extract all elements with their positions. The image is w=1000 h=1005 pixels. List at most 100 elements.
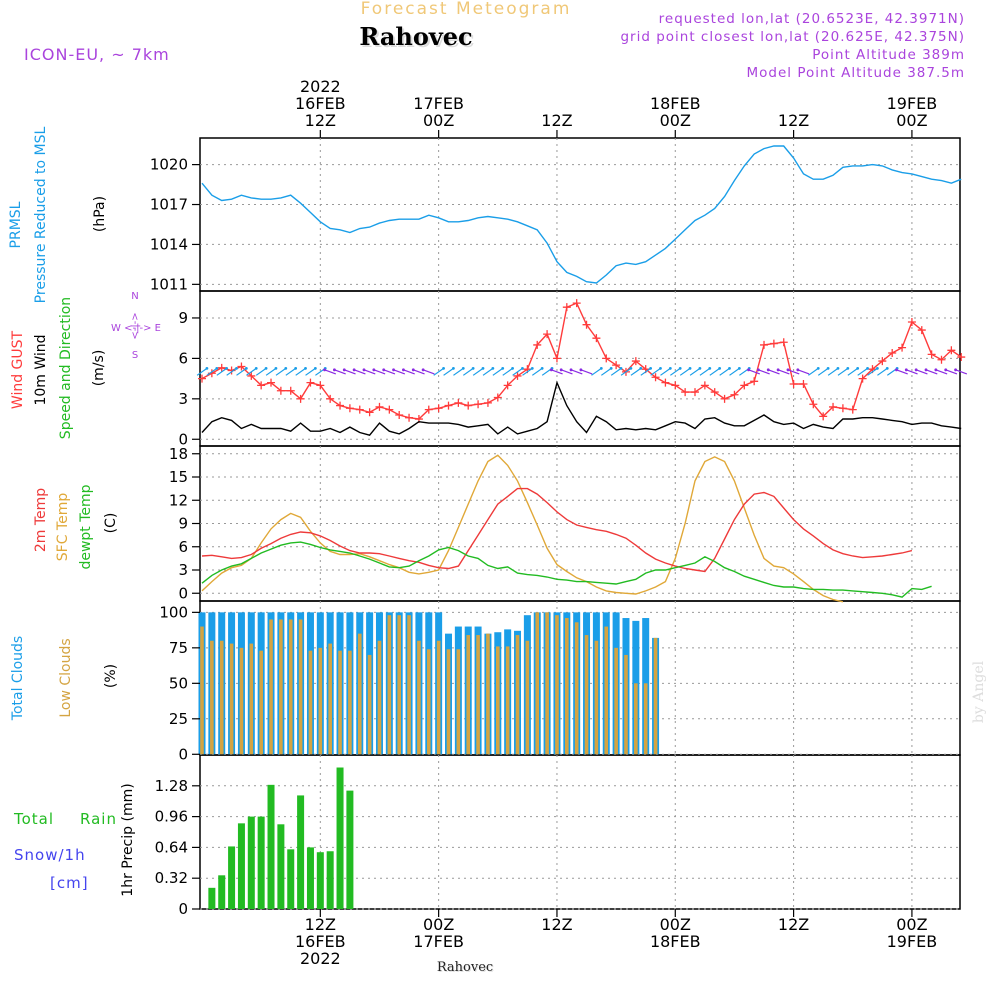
gust-marker (355, 405, 364, 414)
compass-south: S (132, 350, 138, 361)
requested-coords: requested lon,lat (20.6523E, 42.3971N) (659, 11, 965, 27)
wind-direction-arrow (847, 367, 859, 376)
wind-direction-arrow (591, 367, 602, 376)
rain-bar (306, 847, 314, 909)
wind-direction-arrow (699, 367, 711, 376)
rain-bar (297, 795, 305, 909)
low-cloud-bar (249, 643, 254, 755)
rain-bar (316, 852, 324, 909)
temp-2m-line (201, 487, 913, 573)
wind-arrow-head (501, 367, 505, 370)
wind-direction-arrow (531, 367, 543, 376)
gust-marker (543, 330, 552, 339)
bottom-date-label: 16FEB (295, 932, 346, 951)
wind-arrow-head (599, 367, 603, 370)
gust-marker (316, 381, 325, 390)
wind-arrow-head (688, 367, 692, 370)
low-cloud-bar (338, 650, 342, 755)
rain-bar (208, 887, 216, 909)
gust-marker (927, 350, 936, 359)
rain-bar (237, 823, 245, 909)
pressure-label-1: PRMSL (8, 201, 24, 248)
wind-direction-arrow (570, 369, 583, 375)
wind-direction-arrow (403, 369, 415, 375)
low-cloud-bar (574, 622, 579, 755)
pressure-unit: (hPa) (92, 196, 108, 232)
wind-direction-arrow (768, 369, 780, 375)
wind-arrow-head (826, 367, 830, 370)
clouds-ytick-label: 75 (169, 639, 188, 657)
wind-arrow-head (856, 367, 860, 370)
low-cloud-bar (426, 649, 431, 755)
gust-marker (878, 357, 887, 366)
gust-marker (513, 371, 522, 380)
wind-direction-arrow (275, 367, 287, 376)
wind-direction-arrow (246, 367, 257, 376)
gust-marker (306, 378, 315, 387)
wind-arrow-head (579, 368, 583, 372)
rain-bar (336, 767, 344, 909)
wind-arrow-head (244, 367, 248, 370)
rain-bar (277, 824, 285, 909)
gust-marker (819, 412, 828, 421)
rain-bar (228, 846, 236, 909)
wind-arrow-head (668, 367, 672, 370)
temp-dew-label: dewpt Temp (78, 484, 94, 569)
wind-arrow-head (402, 368, 405, 372)
top-hour-label: 12Z (778, 111, 809, 130)
gust-marker (296, 394, 305, 403)
wind-speed-line (201, 380, 962, 436)
top-hour-label: 12Z (541, 111, 572, 130)
pressure-ytick-label: 1017 (150, 196, 188, 214)
wind-arrow-head (452, 367, 455, 370)
bottom-date-label: 19FEB (887, 932, 938, 951)
wind-direction-arrow (482, 367, 494, 376)
footer-location-shadow: Rahovec (438, 961, 494, 976)
gust-marker (957, 353, 966, 362)
low-cloud-bar (348, 650, 352, 755)
footer-location: Rahovec (437, 960, 493, 975)
low-cloud-bar (653, 637, 658, 755)
wind-ytick-label: 0 (178, 430, 188, 448)
wind-direction-arrow (857, 367, 868, 376)
temp-sfc-label: SFC Temp (55, 493, 71, 562)
model-label: ICON-EU, ~ 7km (24, 45, 170, 64)
top-date-label: 19FEB (887, 94, 938, 113)
wind-direction-arrow (817, 367, 829, 376)
low-cloud-bar (505, 646, 510, 755)
pressure-label-2: Pressure Reduced to MSL (33, 126, 49, 303)
pressure-panel (199, 137, 961, 292)
axis-ticks: 1011101410171020036903691215180255075100… (150, 77, 937, 968)
gust-marker (572, 299, 581, 308)
wind-arrow-head (491, 367, 495, 370)
gust-marker (464, 401, 473, 410)
wind-direction-arrow (492, 367, 504, 376)
temp-ytick-label: 9 (178, 515, 188, 533)
low-cloud-bar (318, 647, 323, 755)
gust-marker (829, 402, 838, 411)
gust-marker (533, 340, 542, 349)
wind-direction-arrow (837, 367, 849, 376)
gust-marker (789, 380, 798, 388)
temp-ytick-label: 0 (178, 584, 188, 602)
temp-ytick-label: 18 (169, 445, 188, 463)
top-hour-label: 12Z (305, 111, 336, 130)
precip-ylabel: 1hr Precip (mm) (120, 783, 136, 896)
wind-arrow-head (323, 368, 326, 372)
wind-arrow-head (786, 368, 790, 372)
wind-direction-arrow (827, 367, 839, 376)
wind-arrow-head (924, 368, 928, 372)
gust-marker (562, 303, 571, 312)
wind-direction-arrow (867, 367, 878, 376)
wind-direction-arrow (679, 367, 691, 376)
low-cloud-bar (298, 619, 303, 755)
wind-ytick-label: 3 (178, 390, 188, 408)
gust-marker (483, 398, 492, 407)
dewpt-temp-line (201, 541, 932, 598)
watermark: by Angel (971, 660, 987, 723)
wind-arrow-head (659, 367, 662, 370)
gust-marker (809, 400, 818, 409)
precip-ytick-label: 0.64 (155, 838, 188, 856)
bottom-hour-label: 00Z (896, 915, 927, 934)
gust-marker (385, 405, 394, 414)
